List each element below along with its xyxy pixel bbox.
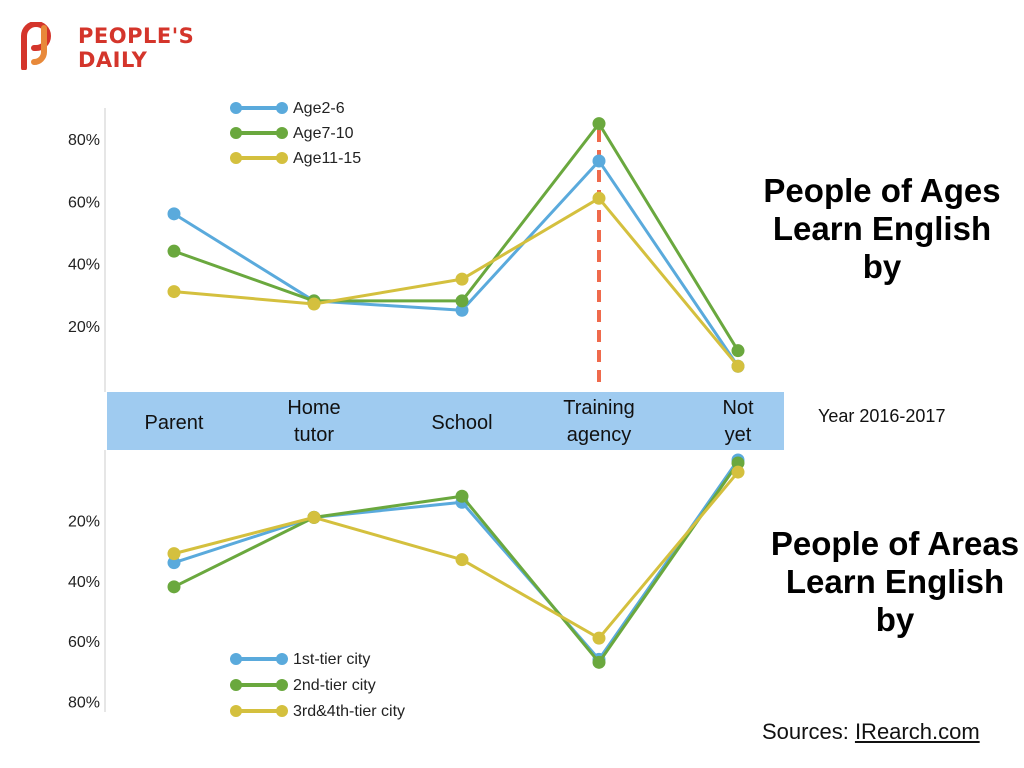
legend-marker-left-1st-tier-city [230, 653, 242, 665]
legend-label-age7-10: Age7-10 [293, 125, 354, 142]
point-age7-10-training-agency [592, 117, 606, 131]
point-age2-6-training-agency [592, 154, 606, 168]
point-age7-10-not-yet [731, 344, 745, 358]
series-line-2nd-tier-city [173, 462, 740, 664]
upper-legend: Age2-6 Age7-10 Age11-15 [230, 100, 361, 167]
legend-item-3rd-4th-tier-city: 3rd&4th-tier city [230, 703, 405, 720]
title-areas: People of Areas Learn English by [770, 525, 1020, 638]
series-age7-10 [167, 117, 745, 358]
legend-item-age7-10: Age7-10 [230, 125, 354, 142]
legend-item-age2-6: Age2-6 [230, 100, 345, 117]
legend-label-age11-15: Age11-15 [293, 150, 361, 167]
point-age11-15-training-agency [592, 191, 606, 205]
point-age2-6-parent [167, 207, 181, 221]
year-label: Year 2016-2017 [818, 406, 946, 426]
point-2nd-tier-city-not-yet [731, 456, 745, 470]
legend-marker-right-age2-6 [276, 102, 288, 114]
legend-marker-left-3rd-4th-tier-city [230, 705, 242, 717]
legend-label-3rd-4th-tier-city: 3rd&4th-tier city [293, 703, 405, 720]
lower-y-tick-labels: 20% 40% 60% 80% [68, 513, 100, 711]
lower-tick-40: 40% [68, 574, 100, 591]
upper-tick-80: 80% [68, 132, 100, 149]
category-label-parent: Parent [145, 412, 204, 434]
upper-tick-60: 60% [68, 194, 100, 211]
upper-tick-40: 40% [68, 257, 100, 274]
legend-marker-right-age7-10 [276, 127, 288, 139]
legend-marker-left-age11-15 [230, 152, 242, 164]
point-2nd-tier-city-school [455, 489, 469, 503]
upper-tick-20: 20% [68, 319, 100, 336]
lower-tick-60: 60% [68, 634, 100, 651]
legend-marker-left-age2-6 [230, 102, 242, 114]
point-1st-tier-city-parent [167, 556, 181, 570]
legend-marker-left-2nd-tier-city [230, 679, 242, 691]
category-label-school: School [431, 412, 492, 434]
point-age11-15-school [455, 272, 469, 286]
category-label-not-yet: Not yet [722, 397, 754, 446]
lower-tick-80: 80% [68, 695, 100, 712]
point-age7-10-school [455, 294, 469, 308]
upper-chart-series [167, 117, 745, 373]
point-age11-15-parent [167, 285, 181, 299]
category-band [107, 392, 784, 450]
legend-marker-right-2nd-tier-city [276, 679, 288, 691]
legend-label-2nd-tier-city: 2nd-tier city [293, 677, 376, 694]
point-3rd-4th-tier-city-parent [167, 547, 181, 561]
point-2nd-tier-city-training-agency [592, 655, 606, 669]
point-3rd-4th-tier-city-not-yet [731, 465, 745, 479]
point-age11-15-home-tutor [307, 297, 321, 311]
title-ages: People of Ages Learn English by [763, 172, 1001, 285]
legend-label-age2-6: Age2-6 [293, 100, 345, 117]
legend-label-1st-tier-city: 1st-tier city [293, 651, 370, 668]
category-label-training-agency: Training agency [563, 397, 635, 446]
sources-prefix: Sources: [762, 719, 855, 744]
point-2nd-tier-city-parent [167, 580, 181, 594]
page-header: PEOPLE'S DAILY [0, 0, 1024, 80]
lower-tick-20: 20% [68, 513, 100, 530]
peoples-daily-logo: PEOPLE'S DAILY [18, 22, 194, 78]
peoples-daily-logo-icon [21, 22, 52, 70]
legend-item-1st-tier-city: 1st-tier city [230, 651, 370, 668]
point-3rd-4th-tier-city-training-agency [592, 631, 606, 645]
brand-line-2: DAILY [78, 48, 148, 72]
brand-line-1: PEOPLE'S [78, 24, 195, 48]
legend-item-age11-15: Age11-15 [230, 150, 361, 167]
sources-link[interactable]: IRearch.com [854, 719, 980, 744]
series-age2-6 [167, 154, 745, 373]
lower-chart-series [167, 453, 745, 669]
point-3rd-4th-tier-city-school [455, 553, 469, 567]
point-age2-6-school [455, 303, 469, 317]
series-2nd-tier-city [167, 456, 745, 669]
series-age11-15 [167, 191, 745, 373]
legend-marker-right-3rd-4th-tier-city [276, 705, 288, 717]
upper-y-tick-labels: 20% 40% 60% 80% [68, 132, 100, 336]
legend-marker-left-age7-10 [230, 127, 242, 139]
point-age11-15-not-yet [731, 359, 745, 373]
legend-marker-right-age11-15 [276, 152, 288, 164]
legend-marker-right-1st-tier-city [276, 653, 288, 665]
sources-line: Sources: IRearch.com [762, 719, 980, 745]
legend-item-2nd-tier-city: 2nd-tier city [230, 677, 376, 694]
category-labels: Parent Home tutor School Training agency Not ye… [145, 397, 754, 446]
point-3rd-4th-tier-city-home-tutor [307, 510, 321, 524]
series-3rd-4th-tier-city [167, 465, 745, 645]
point-age7-10-parent [167, 244, 181, 258]
lower-legend: 1st-tier city 2nd-tier city 3rd&4th-tier c… [230, 651, 405, 720]
category-label-home-tutor: Home tutor [287, 397, 340, 446]
